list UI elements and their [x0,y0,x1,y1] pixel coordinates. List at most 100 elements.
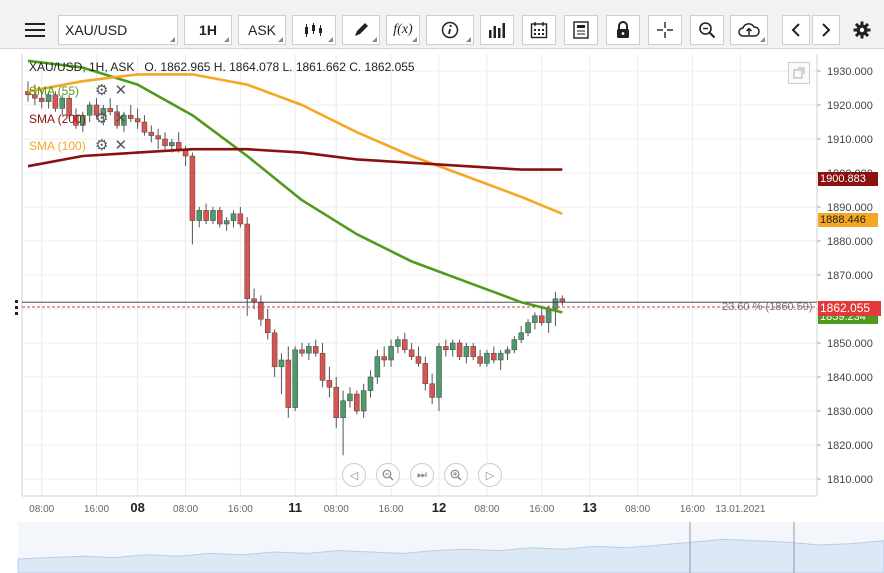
pan-right-button[interactable]: ▷ [478,463,502,487]
candle-body [436,346,442,398]
scroll-left-button[interactable] [782,15,810,45]
candle-body [347,393,353,402]
candle-body [360,390,367,412]
x-tick-label: 08:00 [625,504,650,515]
info-icon [441,21,459,39]
gear-icon[interactable]: ⚙ [95,137,109,154]
candle-body [128,114,134,119]
candle-body [402,339,408,351]
pan-left-button[interactable]: ◁ [342,463,366,487]
candle-body [470,346,476,357]
y-tick-label: 1880.000 [827,236,873,248]
candles [22,81,817,456]
moving-averages [27,59,563,314]
resize-handle[interactable] [15,300,18,316]
candle-body [80,114,86,126]
x-tick-label: 16:00 [228,504,253,515]
chart-type-button[interactable] [292,15,336,45]
x-tick-label: 11 [288,500,302,515]
y-tick-label: 1810.000 [827,474,873,486]
indicators-button[interactable]: f(x) [386,15,420,45]
y-tick-label: 1850.000 [827,338,873,350]
symbol-selector[interactable]: XAU/USD [58,15,178,45]
y-tick-label: 1830.000 [827,406,873,418]
menu-icon [25,19,45,41]
news-button[interactable] [564,15,598,45]
expand-icon [793,67,805,79]
candle-body [518,332,524,340]
chart-grid [21,54,818,497]
candle-body [381,356,387,361]
overview-area [17,538,884,573]
candle-body [477,356,483,364]
candle-body [285,359,292,408]
legend-sma55-label: SMA (55) [29,84,80,98]
y-tick-label: 1910.000 [827,134,873,146]
zoom-button[interactable] [690,15,724,45]
candle-body [491,352,497,361]
price-tag-sma200: 1900.883 [818,172,878,186]
zoom-icon [699,22,716,39]
candle-body [456,342,463,357]
cloud-upload-icon [738,23,760,37]
triangle-right-icon: ▷ [485,469,495,482]
fib-label: 23.60 % (1860.59) [722,301,813,313]
crosshair-button[interactable] [648,15,682,45]
x-tick-label: 16:00 [84,504,109,515]
toolbar: XAU/USD 1H ASK f(x) [0,0,884,49]
x-tick-label: 16:00 [680,504,705,515]
bar-chart-icon [489,23,505,38]
overview-navigator [17,522,884,573]
zoom-in-button[interactable] [444,463,468,487]
info-button[interactable] [426,15,474,45]
legend-sma200: SMA (200) ⚙ ✕ [29,110,128,127]
candle-body [237,213,244,225]
chevron-left-icon [791,23,800,37]
price-tag-last: 1862.055 [818,301,881,316]
save-cloud-button[interactable] [730,15,768,45]
y-tick-label: 1890.000 [827,202,873,214]
settings-button[interactable] [848,15,876,45]
candle-body [45,94,52,102]
scroll-right-button[interactable] [812,15,840,45]
zoom-out-button[interactable] [376,463,400,487]
gear-icon[interactable]: ⚙ [95,110,109,127]
close-icon[interactable]: ✕ [114,82,128,99]
lock-button[interactable] [606,15,640,45]
calendar-icon [530,22,548,39]
price-side-selector[interactable]: ASK [238,15,286,45]
legend-sma100-label: SMA (100) [29,139,86,153]
maximize-button[interactable] [788,62,810,84]
x-tick-label: 13 [582,500,596,515]
candle-body [539,315,545,323]
x-tick-label: 08:00 [29,504,54,515]
timeframe-selector[interactable]: 1H [184,15,232,45]
candle-body [511,339,518,351]
ohlc-symbol: XAU/USD, 1H, ASK [29,60,135,74]
candle-body [292,349,298,408]
calendar-button[interactable] [522,15,556,45]
volume-button[interactable] [480,15,514,45]
candle-body [367,376,374,391]
timeframe-label: 1H [199,22,217,38]
candle-body [319,352,326,381]
candle-body [121,114,127,126]
close-icon[interactable]: ✕ [114,137,128,154]
ohlc-readout: XAU/USD, 1H, ASK O. 1862.965 H. 1864.078… [29,60,415,74]
candle-body [306,346,312,354]
y-tick-label: 1920.000 [827,100,873,112]
close-icon[interactable]: ✕ [114,110,128,127]
fit-button[interactable]: ⏭ [410,463,434,487]
draw-tool-button[interactable] [342,15,380,45]
candle-body [203,210,209,221]
pencil-icon [355,23,368,36]
menu-button[interactable] [16,15,54,45]
y-axis: 1930.0001920.0001910.0001900.0001890.000… [817,54,884,496]
candle-body [532,315,538,323]
candle-body [354,393,360,412]
gear-icon[interactable]: ⚙ [95,82,109,99]
price-tag-sma100: 1888.446 [818,213,878,227]
price-chart[interactable]: 1930.0001920.0001910.0001900.0001890.000… [0,49,884,573]
candle-body [559,298,566,303]
candle-body [333,386,339,419]
